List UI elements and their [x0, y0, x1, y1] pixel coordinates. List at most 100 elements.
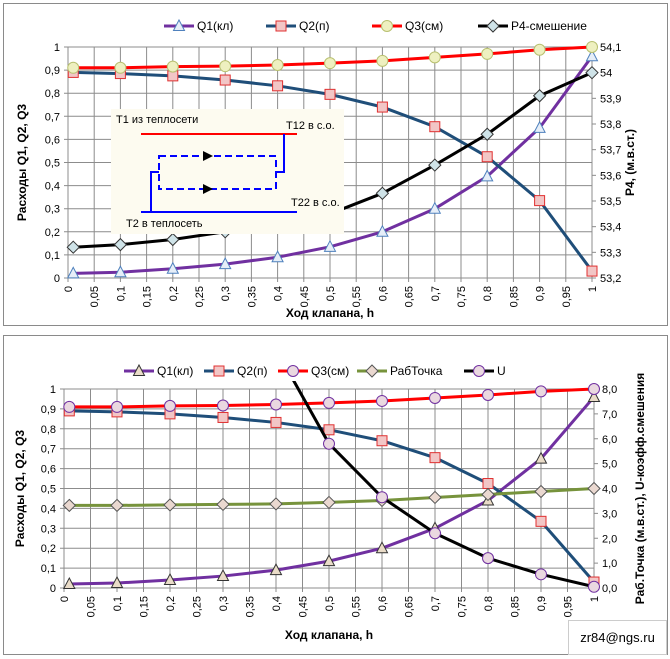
x-tick-label: 1	[587, 286, 599, 292]
x-tick-label: 0,8	[483, 596, 495, 611]
y2-tick-label: 53,3	[600, 247, 621, 259]
pump-icon	[203, 151, 213, 161]
inset-label-t2: T2 в теплосеть	[126, 218, 203, 230]
series-Q1(кл)	[62, 389, 601, 590]
x-axis-title: Ход клапана, h	[286, 306, 374, 320]
y2-tick-label: 53,7	[600, 145, 621, 157]
legend-label: Q2(п)	[299, 19, 330, 33]
marker-diamond	[269, 497, 283, 511]
x-tick-label: 0,6	[377, 596, 389, 611]
marker-triangle	[62, 576, 76, 590]
x-tick-label: 0,4	[273, 286, 285, 301]
y-tick-label: 1	[50, 384, 56, 396]
marker-triangle	[110, 575, 124, 589]
marker-triangle	[428, 201, 442, 214]
marker-diamond	[113, 237, 128, 252]
marker-diamond	[62, 498, 77, 513]
y-tick-label: 0,3	[41, 523, 56, 535]
y2-tick-label: 53,8	[600, 119, 621, 131]
marker-circle	[588, 383, 600, 395]
pump-icon	[203, 184, 213, 194]
x-tick-label: 0,75	[456, 286, 468, 307]
marker-circle	[376, 491, 388, 504]
x-tick-label: 0,45	[299, 286, 311, 307]
marker-diamond	[587, 481, 601, 496]
marker-diamond	[585, 65, 599, 80]
y2-tick-label: 4,0	[602, 484, 617, 496]
inset-label-t12: T12 в с.о.	[286, 120, 335, 132]
x-tick-label: 0	[63, 286, 75, 292]
bypass-pipe	[150, 171, 159, 212]
x-tick-label: 0,85	[510, 596, 522, 617]
x-tick-label: 0,5	[324, 596, 336, 611]
marker-circle	[482, 552, 494, 565]
y-tick-label: 0,5	[41, 484, 56, 496]
marker-diamond	[428, 158, 442, 172]
inset-label-t1: T1 из теплосети	[116, 114, 198, 126]
marker-square	[324, 88, 336, 100]
y2-tick-label: 53,9	[600, 93, 621, 105]
y2-tick-label: 0,0	[602, 583, 617, 595]
marker-triangle	[114, 265, 127, 278]
x-tick-label: 0,8	[482, 286, 494, 301]
marker-circle	[114, 61, 127, 74]
inset-background	[111, 109, 344, 234]
marker-circle	[535, 568, 547, 581]
marker-triangle	[132, 363, 146, 376]
marker-triangle	[480, 169, 494, 182]
y2-axis-title: P4, (м.в.ст.)	[623, 129, 637, 196]
x-tick-label: 1	[589, 596, 601, 602]
marker-diamond	[481, 487, 495, 502]
marker-diamond	[375, 186, 390, 201]
legend-label: P4-смешение	[511, 19, 587, 33]
marker-circle	[381, 20, 393, 32]
marker-square	[219, 74, 231, 86]
x-tick-label: 0,9	[536, 596, 548, 611]
x-tick-label: 0,05	[89, 286, 101, 307]
marker-triangle	[323, 239, 337, 252]
y-tick-label: 0,2	[45, 227, 60, 239]
marker-circle	[323, 396, 335, 409]
x-tick-label: 0,15	[142, 286, 154, 307]
marker-triangle	[216, 568, 230, 582]
y-tick-label: 0,4	[41, 503, 56, 515]
y-tick-label: 0,5	[45, 158, 60, 170]
marker-circle	[482, 388, 494, 401]
marker-circle	[67, 61, 80, 74]
y-axis-title: Расходы Q1, Q2, Q3	[13, 430, 27, 547]
marker-square	[429, 121, 441, 133]
marker-diamond	[322, 495, 336, 510]
marker-circle	[481, 47, 494, 60]
x-tick-label: 0,95	[563, 596, 575, 617]
marker-diamond	[428, 490, 442, 505]
marker-square	[429, 452, 441, 464]
marker-triangle	[163, 572, 177, 586]
x-tick-label: 0,25	[194, 286, 206, 307]
marker-square	[586, 265, 598, 277]
marker-circle	[473, 365, 485, 377]
y2-tick-label: 7,0	[602, 409, 617, 421]
marker-diamond	[166, 232, 180, 247]
x-tick-label: 0,1	[115, 286, 127, 301]
marker-circle	[217, 399, 229, 412]
x-tick-label: 0,65	[404, 596, 416, 617]
y-tick-label: 0,4	[45, 181, 60, 193]
marker-circle	[166, 60, 179, 73]
x-tick-label: 0,65	[404, 286, 416, 307]
marker-circle	[429, 391, 441, 404]
y-tick-label: 0	[50, 583, 56, 595]
y2-tick-label: 5,0	[602, 459, 617, 471]
marker-triangle	[376, 224, 389, 237]
y2-axis-title: Раб.Точка (м.в.ст.), U-коэфф.смешения	[633, 373, 647, 604]
y2-tick-label: 8,0	[602, 384, 617, 396]
marker-square	[217, 411, 229, 423]
x-tick-label: 0,2	[165, 596, 177, 611]
legend-label: Q3(см)	[311, 364, 349, 378]
inset-diagram: T1 из теплосети T12 в с.о. T22 в с.о. T2 в …	[111, 109, 344, 234]
x-axis-title: Ход клапана, h	[285, 628, 373, 642]
chart-1: 0 0,05 0,1 0,15 0,2 0,25 0,3 0,35 0,4 0,45 0,5 0,55…	[15, 18, 637, 320]
marker-square	[482, 478, 494, 490]
x-tick-label: 0	[59, 596, 71, 602]
x-tick-label: 0,9	[535, 286, 547, 301]
x-tick-label: 0,6	[377, 286, 389, 301]
